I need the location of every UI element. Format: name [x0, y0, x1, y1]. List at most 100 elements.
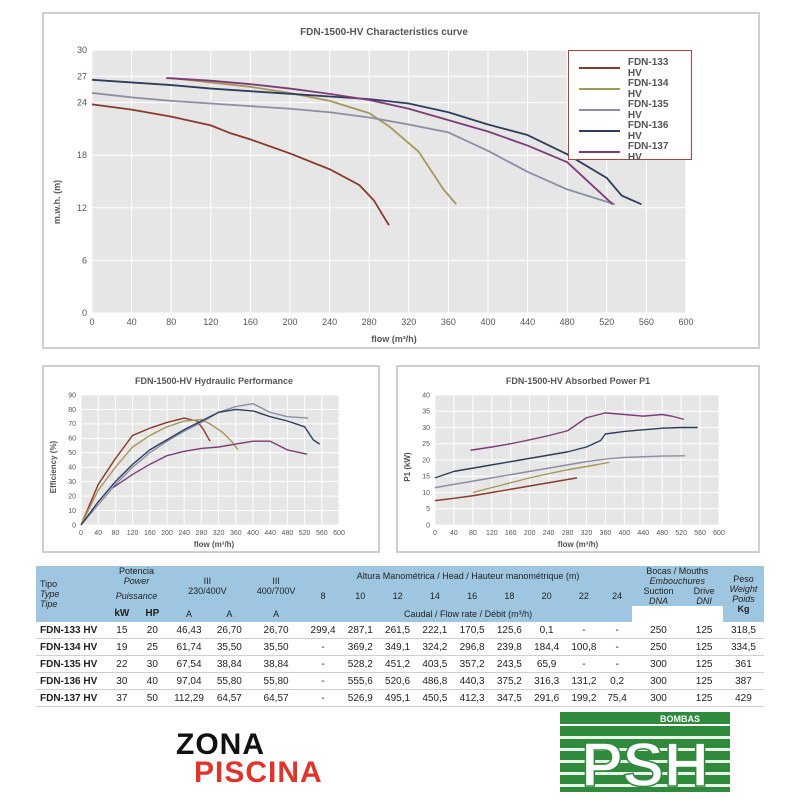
- y-tick-label: 40: [422, 392, 430, 399]
- x-tick-label: 80: [166, 317, 176, 327]
- header-caudal: Caudal / Flow rate / Débit (m³/h): [304, 606, 632, 622]
- power-chart-title: FDN-1500-HV Absorbed Power P1: [506, 376, 650, 386]
- weight-cell: 387: [735, 675, 752, 687]
- characteristics-chart-ylabel: m.w.h. (m): [52, 180, 62, 224]
- x-tick-label: 560: [639, 317, 654, 327]
- series-line-fdn-136-hv: [80, 408, 321, 526]
- x-tick-label: 520: [599, 317, 614, 327]
- x-tick-label: 200: [524, 530, 536, 537]
- drive-cell: 125: [695, 692, 713, 704]
- x-tick-label: 320: [401, 317, 416, 327]
- y-tick-label: 6: [82, 255, 87, 265]
- x-tick-label: 80: [469, 530, 477, 537]
- series-line-fdn-137-hv: [470, 412, 685, 451]
- x-tick-label: 560: [694, 530, 706, 537]
- legend-label: FDN-135 HV: [627, 98, 669, 121]
- legend-swatch: [579, 129, 620, 132]
- flow-cell: 296,8: [459, 641, 485, 653]
- hp-cell: 25: [146, 641, 158, 653]
- y-tick-label: 0: [426, 522, 430, 529]
- header-head-12: 12: [378, 586, 417, 606]
- flow-cell: 287,1: [347, 624, 373, 636]
- y-tick-label: 60: [68, 436, 76, 443]
- amp-cell: 64,57: [216, 692, 242, 704]
- y-tick-label: 27: [77, 71, 87, 81]
- legend-item: FDN-137 HV: [579, 140, 681, 163]
- x-tick-label: 400: [480, 317, 495, 327]
- characteristics-chart-legend: FDN-133 HV FDN-134 HV FDN-135 HV FDN-136…: [568, 50, 692, 163]
- hydraulic-chart-ylabel: Efficiency (%): [49, 440, 58, 493]
- flow-cell: 440,3: [459, 675, 485, 687]
- x-tick-label: 320: [581, 530, 593, 537]
- flow-cell: 100,8: [571, 641, 597, 653]
- x-tick-label: 160: [144, 530, 156, 537]
- header-head-14: 14: [416, 586, 454, 606]
- weight-cell: 318,5: [730, 624, 756, 636]
- x-tick-label: 480: [560, 317, 575, 327]
- header-amp-3: A: [247, 606, 305, 622]
- amp-cell: 61,74: [176, 641, 202, 653]
- series-line-fdn-134-hv: [472, 461, 610, 494]
- suction-cell: 250: [650, 641, 667, 653]
- flow-cell: 0,1: [539, 624, 554, 636]
- flow-cell: 131,2: [571, 675, 597, 687]
- flow-cell: 347,5: [496, 692, 522, 704]
- flow-cell: 526,9: [347, 692, 373, 704]
- x-tick-label: 40: [94, 530, 102, 537]
- legend-label: FDN-133 HV: [627, 56, 669, 79]
- plot-area: [81, 395, 339, 525]
- weight-cell: 429: [735, 692, 752, 704]
- x-tick-label: 0: [89, 317, 94, 327]
- x-tick-label: 0: [433, 530, 437, 537]
- x-tick-label: 40: [127, 317, 137, 327]
- flow-cell: 291,6: [534, 692, 560, 704]
- series-line-fdn-133-hv: [80, 417, 211, 526]
- flow-cell: 0,2: [610, 675, 625, 687]
- legend-label: FDN-137 HV: [627, 140, 669, 163]
- power-chart: FDN-1500-HV Absorbed Power P1 0 40 80 120 16…: [403, 376, 725, 549]
- hp-cell: 20: [146, 624, 158, 636]
- x-tick-label: 520: [675, 530, 687, 537]
- x-tick-label: 440: [264, 530, 276, 537]
- characteristics-chart-panel: FDN-1500-HV Characteristics curve 0 40 80 1…: [42, 12, 760, 349]
- x-tick-label: 360: [600, 530, 612, 537]
- characteristics-chart-xlabel: flow (m³/h): [371, 334, 417, 344]
- y-tick-label: 90: [68, 392, 76, 399]
- bombas-logo-text: BOMBAS: [660, 714, 700, 724]
- hp-cell: 30: [146, 658, 158, 670]
- model-cell: FDN-136 HV: [40, 675, 98, 687]
- x-tick-label: 240: [543, 530, 555, 537]
- header-head-24: 24: [602, 586, 632, 606]
- flow-cell: 375,2: [496, 675, 522, 687]
- x-tick-label: 600: [678, 317, 693, 327]
- power-chart-panel: FDN-1500-HV Absorbed Power P1 0 40 80 120 16…: [396, 365, 760, 553]
- zona-piscina-logo: ZONA PISCINA: [170, 728, 400, 793]
- x-tick-label: 120: [127, 530, 139, 537]
- psh-bombas-logo: BOMBAS PSH: [560, 712, 730, 800]
- weight-cell: 361: [735, 658, 752, 670]
- flow-cell: 528,2: [347, 658, 373, 670]
- flow-cell: 239,8: [496, 641, 522, 653]
- header-peso: Peso Weight Poids Kg: [722, 566, 764, 622]
- amp-cell: 55,80: [216, 675, 242, 687]
- legend-item: FDN-133 HV: [579, 56, 681, 79]
- hp-cell: 40: [146, 675, 158, 687]
- flow-cell: 65,9: [536, 658, 557, 670]
- flow-cell: 75,4: [607, 692, 627, 704]
- x-tick-label: 80: [112, 530, 120, 537]
- flow-cell: -: [615, 624, 619, 636]
- model-cell: FDN-137 HV: [40, 692, 98, 704]
- suction-cell: 300: [650, 675, 667, 687]
- flow-cell: 170,5: [459, 624, 485, 636]
- header-puissance: Puissance: [106, 586, 168, 606]
- x-tick-label: 280: [362, 317, 377, 327]
- power-chart-ylabel: P1 (kW): [403, 452, 412, 482]
- spec-table: Tipo Type Tipe Potencia Power III 230/400V I…: [36, 566, 764, 707]
- y-tick-label: 70: [68, 421, 76, 428]
- header-head-8: 8: [304, 586, 342, 606]
- series-line-fdn-134-hv: [80, 418, 239, 526]
- kw-cell: 30: [116, 675, 128, 687]
- series-line-fdn-137-hv: [166, 77, 614, 205]
- header-iii-400: III 400/700V: [247, 566, 305, 606]
- flow-cell: 357,2: [459, 658, 485, 670]
